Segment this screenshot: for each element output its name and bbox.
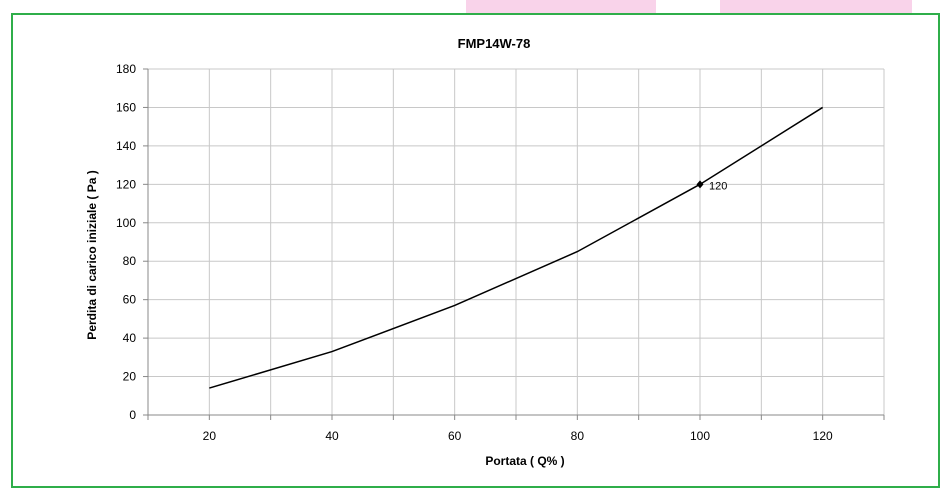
chart-title: FMP14W-78 — [458, 36, 531, 51]
x-axis-label: Portata ( Q% ) — [485, 454, 564, 468]
x-tick-label: 100 — [690, 429, 710, 443]
line-chart: FMP14W-78 0 20 40 60 80 100 120 140 160 180 20 40 6… — [85, 36, 885, 468]
y-tick-label: 0 — [129, 408, 136, 422]
axes — [143, 68, 885, 420]
series-line — [209, 106, 824, 389]
x-tick-label: 80 — [571, 429, 585, 443]
grid — [148, 68, 885, 415]
annotation-marker — [696, 180, 704, 189]
top-strip — [0, 0, 945, 14]
y-tick-labels: 0 20 40 60 80 100 120 140 160 180 — [116, 62, 136, 422]
y-tick-label: 80 — [123, 254, 137, 268]
annotations: 120 — [696, 180, 727, 192]
x-tick-labels: 20 40 60 80 100 120 — [203, 429, 833, 443]
y-tick-label: 180 — [116, 62, 136, 76]
x-tick-label: 60 — [448, 429, 462, 443]
y-axis-label: Perdita di carico iniziale ( Pa ) — [85, 170, 99, 339]
pink-tab-left — [466, 0, 656, 14]
x-tick-label: 120 — [813, 429, 833, 443]
y-tick-label: 160 — [116, 100, 136, 114]
series-group — [209, 106, 824, 389]
x-tick-label: 20 — [203, 429, 217, 443]
x-tick-label: 40 — [325, 429, 339, 443]
pink-tab-right — [720, 0, 912, 14]
y-tick-label: 60 — [123, 293, 137, 307]
y-tick-label: 140 — [116, 139, 136, 153]
y-tick-label: 20 — [123, 370, 137, 384]
annotation-label: 120 — [709, 180, 727, 192]
y-tick-label: 100 — [116, 216, 136, 230]
y-tick-label: 40 — [123, 331, 137, 345]
y-tick-label: 120 — [116, 177, 136, 191]
chart-frame: FMP14W-78 0 20 40 60 80 100 120 140 160 180 20 40 6… — [11, 13, 940, 488]
